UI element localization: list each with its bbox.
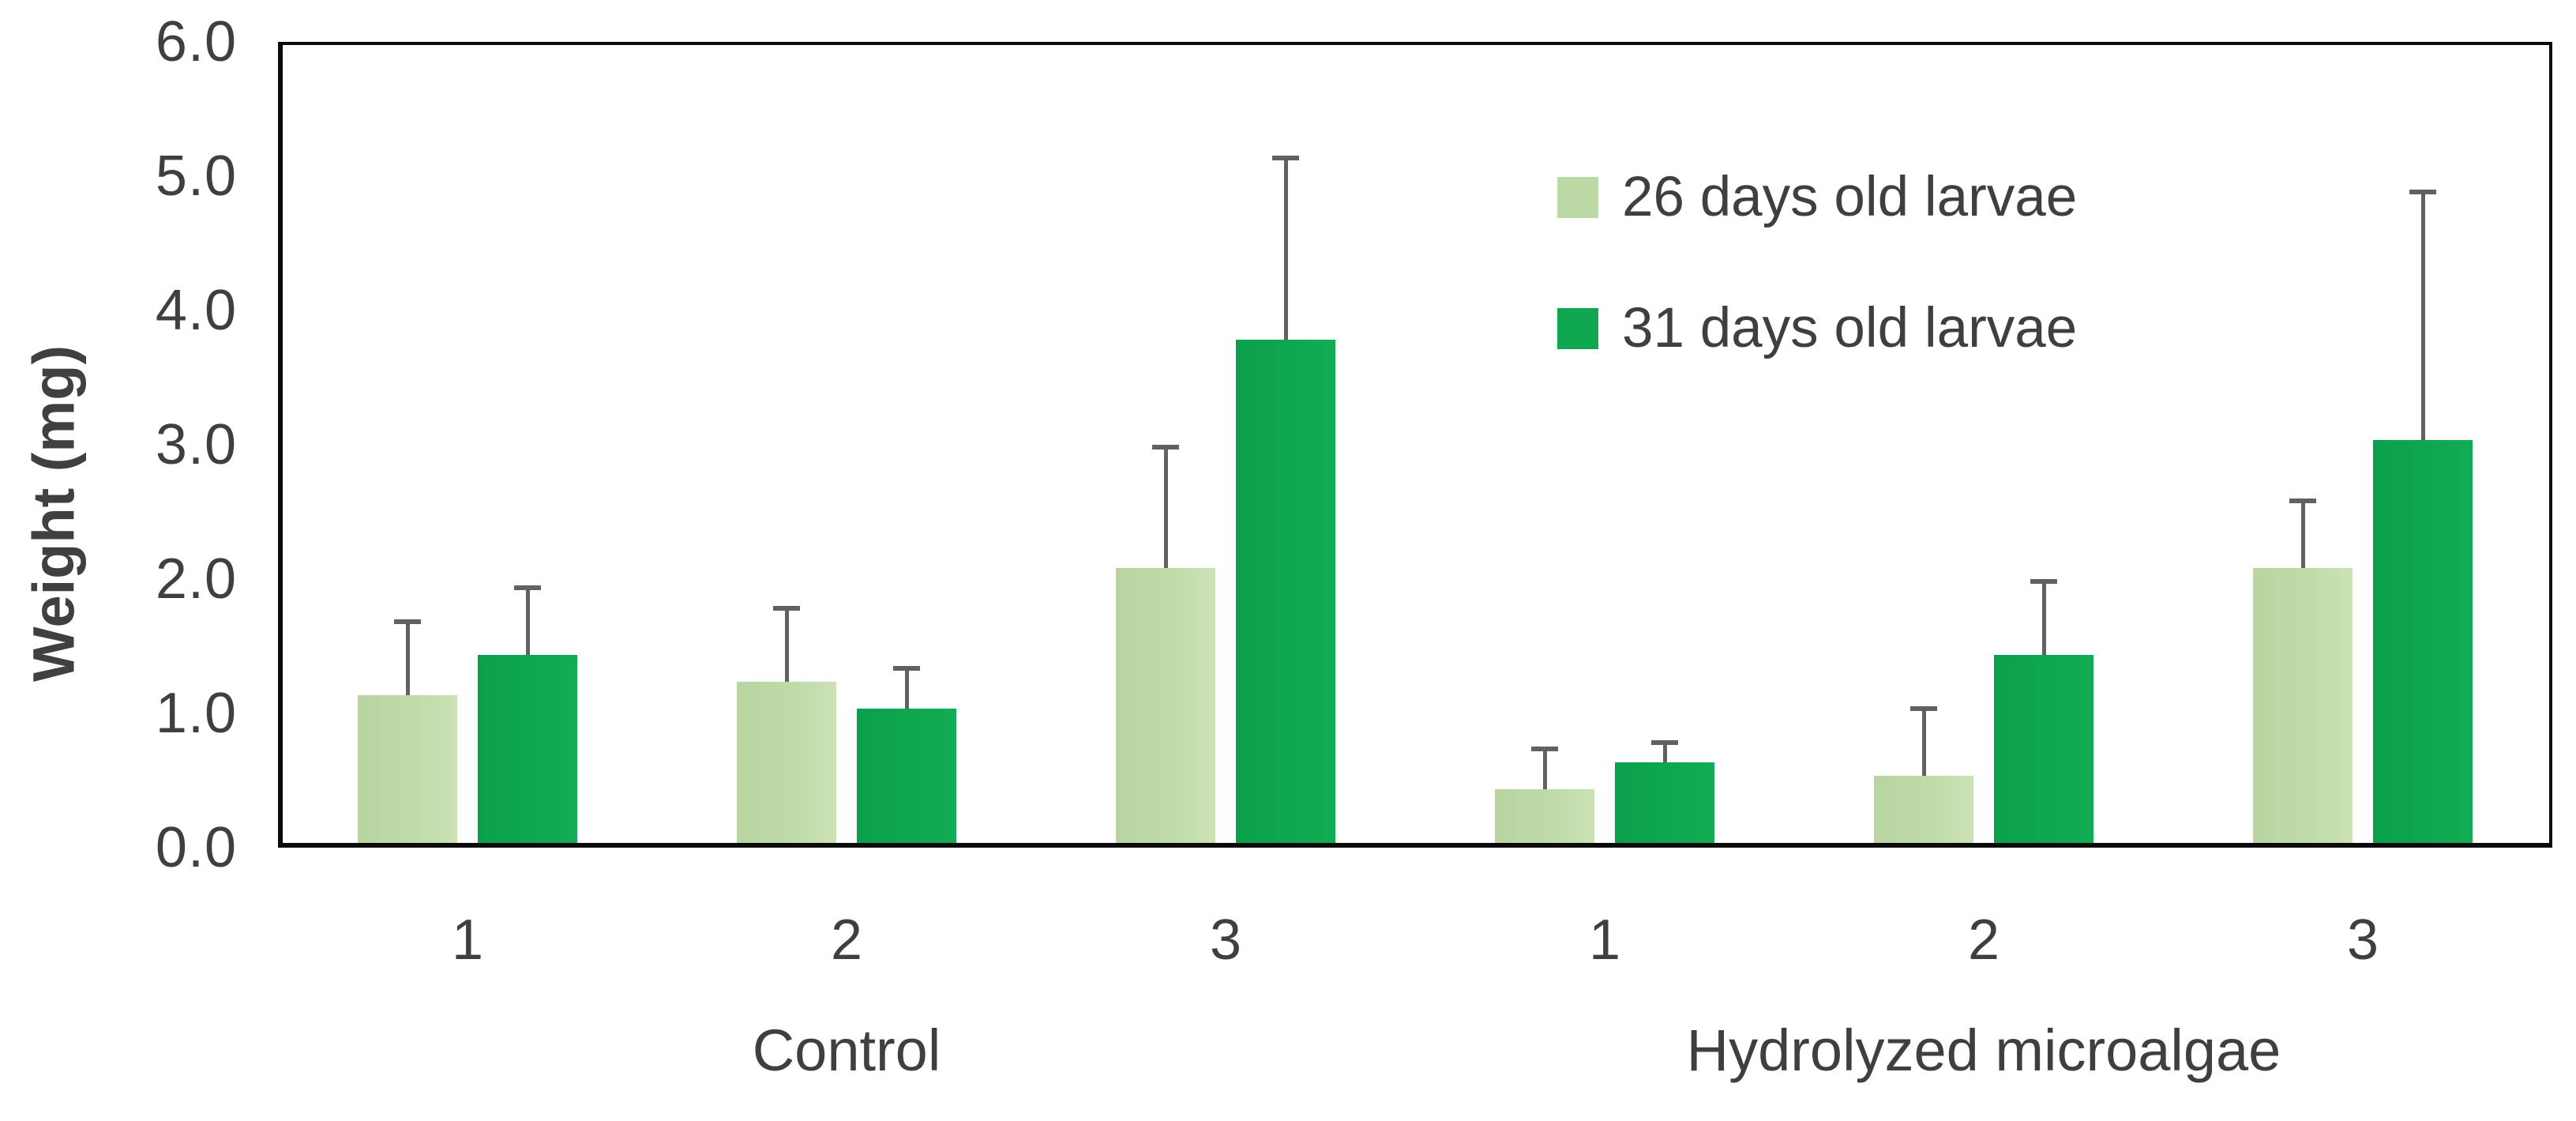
legend-swatch-26-days	[1557, 177, 1598, 218]
bar-26days-hydrolyzed-1	[1495, 789, 1594, 843]
error-bar-line	[1542, 749, 1547, 789]
error-bar-line	[405, 621, 410, 695]
error-bar-cap	[1152, 444, 1179, 450]
x-tick-label-control-2: 2	[830, 908, 863, 972]
legend-label-26-days: 26 days old larvae	[1622, 166, 2078, 228]
error-bar-cap	[2030, 578, 2057, 584]
error-bar-cap	[394, 619, 421, 624]
x-group-label-control: Control	[752, 1018, 941, 1083]
bar-26days-control-1	[358, 695, 457, 843]
error-bar-cap	[514, 585, 541, 590]
bar-31days-hydrolyzed-3	[2373, 440, 2473, 843]
legend-item-31-days: 31 days old larvae	[1557, 300, 2077, 357]
x-tick-label-control-1: 1	[451, 908, 484, 972]
error-bar-line	[2300, 500, 2305, 568]
y-axis-title: Weight (mg)	[21, 344, 87, 683]
y-tick-label-0.0: 0.0	[155, 816, 237, 879]
y-tick-label-1.0: 1.0	[155, 682, 237, 745]
bar-31days-control-2	[857, 709, 956, 843]
bar-31days-control-1	[478, 655, 577, 843]
error-bar-line	[784, 608, 789, 682]
error-bar-cap	[1910, 706, 1937, 711]
bar-26days-hydrolyzed-3	[2253, 567, 2353, 843]
error-bar-cap	[1531, 747, 1558, 751]
x-tick-label-hydrolyzed-1: 1	[1588, 908, 1621, 972]
error-bar-line	[1163, 446, 1168, 568]
y-tick-label-6.0: 6.0	[155, 10, 237, 73]
error-bar-line	[2420, 191, 2425, 440]
bar-26days-hydrolyzed-2	[1874, 776, 1973, 843]
y-tick-label-3.0: 3.0	[155, 413, 237, 476]
x-group-label-hydrolyzed: Hydrolyzed microalgae	[1686, 1018, 2281, 1083]
y-tick-label-5.0: 5.0	[155, 145, 237, 208]
error-bar-line	[1662, 742, 1667, 762]
bar-31days-hydrolyzed-2	[1994, 655, 2093, 843]
bar-31days-hydrolyzed-1	[1615, 762, 1714, 843]
legend-label-31-days: 31 days old larvae	[1622, 297, 2078, 359]
error-bar-line	[1283, 158, 1288, 340]
x-tick-label-hydrolyzed-2: 2	[1967, 908, 2000, 972]
error-bar-cap	[773, 605, 800, 611]
error-bar-cap	[893, 666, 920, 671]
x-tick-label-hydrolyzed-3: 3	[2346, 908, 2379, 972]
error-bar-cap	[1272, 156, 1299, 160]
error-bar-line	[904, 668, 909, 709]
legend-item-26-days: 26 days old larvae	[1557, 169, 2077, 226]
error-bar-cap	[2289, 498, 2316, 503]
y-tick-label-2.0: 2.0	[155, 547, 237, 611]
x-tick-label-control-3: 3	[1209, 908, 1242, 972]
error-bar-cap	[2409, 189, 2436, 194]
legend-swatch-31-days	[1557, 308, 1598, 349]
bar-26days-control-2	[737, 682, 836, 843]
error-bar-line	[525, 588, 530, 655]
plot-area	[278, 42, 2552, 848]
y-tick-label-4.0: 4.0	[155, 279, 237, 342]
error-bar-line	[1921, 709, 1926, 776]
bar-26days-control-3	[1116, 567, 1215, 843]
error-bar-cap	[1651, 739, 1678, 745]
error-bar-line	[2041, 581, 2046, 655]
legend: 26 days old larvae 31 days old larvae	[1557, 169, 2077, 431]
bar-31days-control-3	[1236, 339, 1335, 843]
